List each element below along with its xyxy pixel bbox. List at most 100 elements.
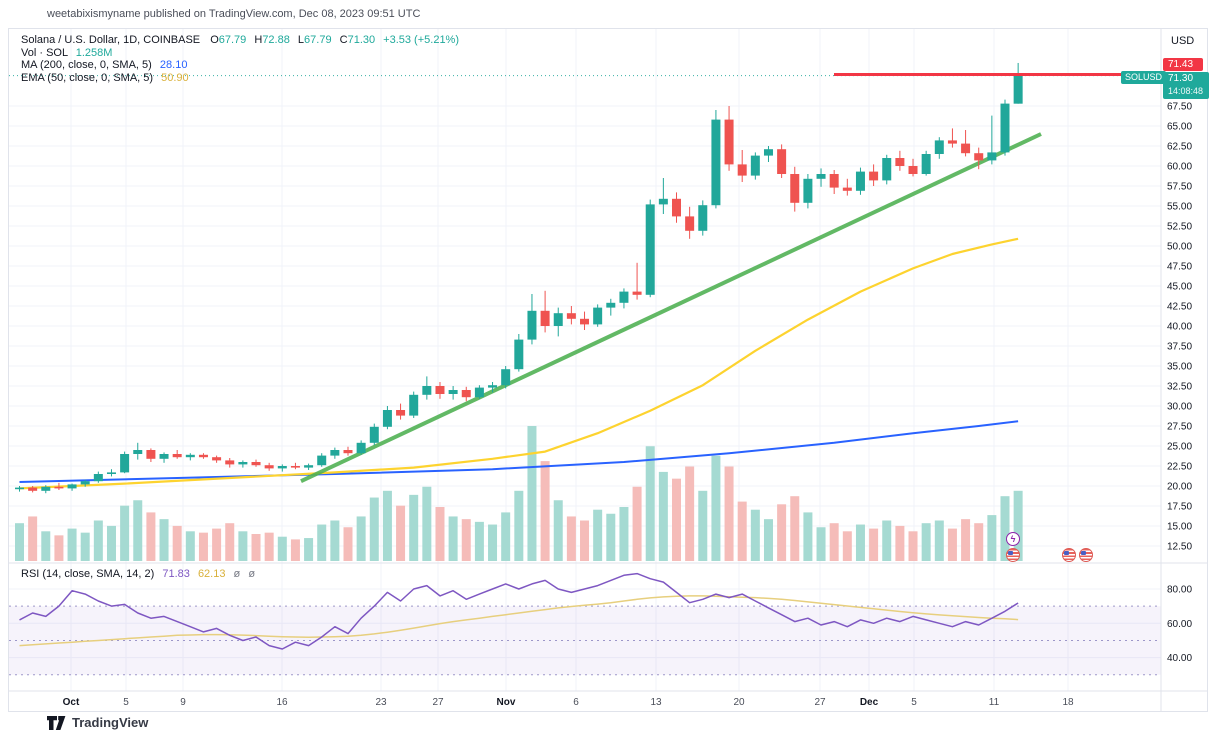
- candle[interactable]: [619, 291, 629, 303]
- flag-icon[interactable]: [1062, 548, 1076, 562]
- candle[interactable]: [212, 457, 222, 461]
- candle[interactable]: [698, 205, 708, 231]
- candle[interactable]: [816, 174, 826, 179]
- candle[interactable]: [737, 164, 747, 176]
- candle[interactable]: [1013, 75, 1023, 104]
- candle[interactable]: [553, 313, 563, 326]
- flag-icon[interactable]: [1079, 548, 1093, 562]
- candle[interactable]: [672, 198, 681, 217]
- rsi-hide-toggle-icon[interactable]: ø: [248, 568, 256, 580]
- candle[interactable]: [146, 450, 156, 459]
- candle[interactable]: [409, 394, 419, 416]
- candle[interactable]: [593, 307, 603, 325]
- candle[interactable]: [185, 454, 195, 458]
- candle[interactable]: [330, 450, 340, 456]
- volume-bar: [527, 426, 537, 561]
- volume-bar: [343, 527, 353, 561]
- candle[interactable]: [238, 462, 248, 465]
- candle[interactable]: [501, 369, 511, 386]
- candle[interactable]: [895, 158, 905, 166]
- flag-icon[interactable]: [1006, 548, 1020, 562]
- candle[interactable]: [763, 149, 773, 156]
- candle[interactable]: [1000, 103, 1010, 153]
- candle[interactable]: [711, 119, 721, 206]
- candle[interactable]: [304, 465, 314, 468]
- candle[interactable]: [382, 410, 392, 427]
- candle[interactable]: [54, 486, 64, 489]
- candle[interactable]: [947, 140, 957, 144]
- candle[interactable]: [645, 204, 655, 295]
- price-tick-label: 55.00: [1167, 202, 1192, 213]
- candle[interactable]: [474, 387, 484, 398]
- volume-bar: [120, 505, 130, 561]
- candle[interactable]: [290, 466, 300, 468]
- candle[interactable]: [869, 171, 879, 181]
- candle[interactable]: [488, 385, 498, 388]
- candle[interactable]: [790, 174, 800, 203]
- candle[interactable]: [540, 310, 550, 326]
- candle[interactable]: [724, 119, 734, 165]
- candle[interactable]: [974, 153, 984, 161]
- candle[interactable]: [422, 386, 432, 395]
- lightning-icon[interactable]: ϟ: [1006, 532, 1020, 546]
- candle[interactable]: [882, 158, 892, 181]
- trendline-drawing[interactable]: [300, 132, 1042, 484]
- volume-bar: [67, 528, 77, 561]
- candle[interactable]: [93, 474, 103, 482]
- time-scale[interactable]: [9, 691, 1161, 711]
- candle[interactable]: [527, 310, 537, 340]
- volume-bar: [974, 523, 984, 561]
- candle[interactable]: [251, 462, 261, 466]
- candle[interactable]: [198, 454, 208, 458]
- candle[interactable]: [842, 187, 852, 191]
- candle[interactable]: [685, 216, 695, 231]
- candle[interactable]: [317, 455, 327, 466]
- footer-brand-text[interactable]: TradingView: [72, 715, 149, 730]
- candle[interactable]: [396, 410, 406, 416]
- candle[interactable]: [921, 154, 931, 174]
- tradingview-logo-icon[interactable]: [47, 715, 66, 730]
- candle[interactable]: [987, 152, 997, 161]
- candle[interactable]: [803, 178, 813, 203]
- candle[interactable]: [777, 149, 787, 174]
- candle[interactable]: [356, 442, 366, 454]
- candle[interactable]: [829, 174, 839, 188]
- candle[interactable]: [343, 450, 353, 454]
- symbol-title: Solana / U.S. Dollar, 1D, COINBASE: [21, 34, 201, 46]
- candle[interactable]: [67, 484, 77, 489]
- candle[interactable]: [461, 390, 471, 398]
- volume-bar: [1013, 490, 1023, 561]
- candle[interactable]: [15, 487, 24, 490]
- candle[interactable]: [606, 302, 616, 308]
- candle[interactable]: [159, 454, 169, 459]
- volume-bar: [435, 507, 445, 561]
- candle[interactable]: [369, 426, 379, 443]
- candle[interactable]: [80, 481, 90, 485]
- candle[interactable]: [225, 460, 235, 465]
- candle[interactable]: [514, 339, 524, 370]
- candle[interactable]: [106, 472, 116, 474]
- candle[interactable]: [41, 486, 51, 491]
- candle[interactable]: [133, 450, 143, 454]
- rsi-hide-toggle-icon[interactable]: ø: [233, 568, 241, 580]
- price-scale[interactable]: [1161, 29, 1207, 711]
- volume-bar: [15, 523, 24, 561]
- candle[interactable]: [448, 390, 458, 394]
- chart-canvas[interactable]: 67.50 65.00 62.50 60.00 57.50 55.00 52.50 50.00…: [9, 29, 1207, 711]
- candle[interactable]: [172, 454, 182, 458]
- candle[interactable]: [435, 386, 445, 394]
- candle[interactable]: [277, 466, 287, 469]
- candle[interactable]: [908, 166, 918, 174]
- candle[interactable]: [934, 140, 944, 154]
- candle[interactable]: [658, 198, 668, 205]
- candle[interactable]: [264, 465, 274, 469]
- candle[interactable]: [632, 291, 642, 295]
- candle[interactable]: [28, 487, 38, 491]
- candle[interactable]: [120, 454, 130, 473]
- candle[interactable]: [566, 313, 576, 319]
- candle[interactable]: [580, 318, 590, 325]
- candle[interactable]: [750, 155, 760, 176]
- rsi-value: 71.83: [162, 568, 190, 580]
- candle[interactable]: [961, 143, 971, 154]
- candle[interactable]: [855, 171, 865, 191]
